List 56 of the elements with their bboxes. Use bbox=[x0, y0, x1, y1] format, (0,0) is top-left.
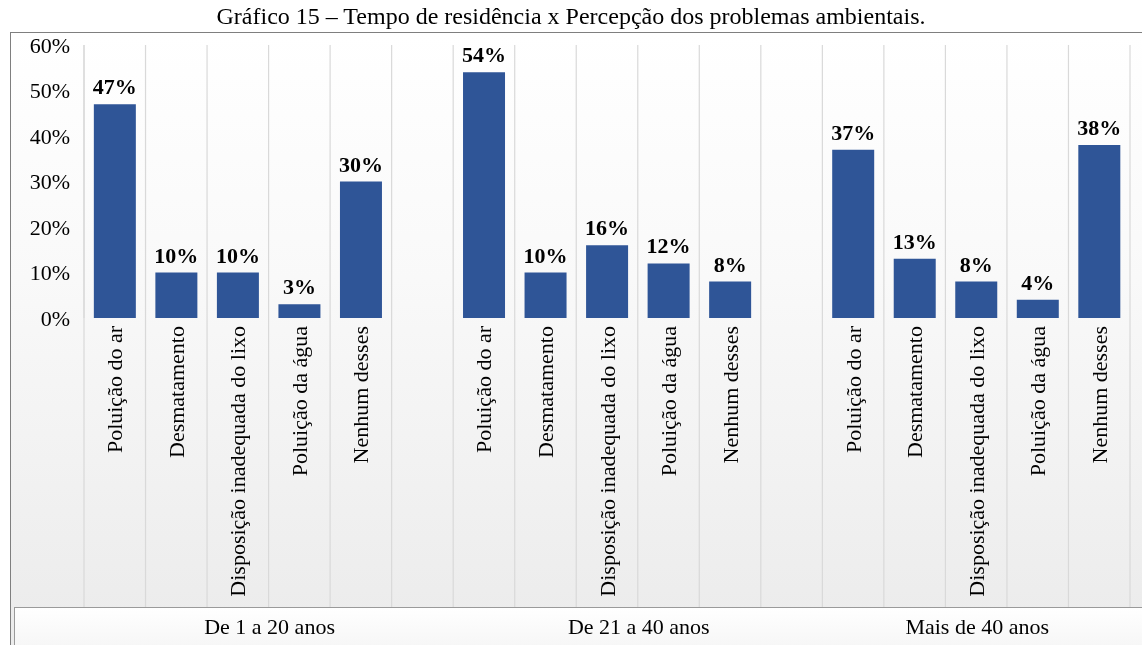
y-tick-label: 20% bbox=[29, 214, 70, 240]
data-label: 10% bbox=[154, 242, 199, 268]
y-tick-label: 0% bbox=[40, 305, 70, 331]
x-tick-label: Disposição inadequada do lixo bbox=[225, 326, 251, 597]
bar bbox=[93, 104, 136, 318]
bar bbox=[463, 72, 506, 318]
bar bbox=[339, 181, 382, 318]
bar bbox=[216, 272, 259, 318]
chart-title: Gráfico 15 – Tempo de residência x Percepção dos problemas ambientais. bbox=[215, 2, 927, 30]
y-tick-label: 50% bbox=[29, 78, 70, 104]
data-label: 4% bbox=[1021, 269, 1055, 295]
data-label: 13% bbox=[892, 228, 937, 254]
x-tick-label: Nenhum desses bbox=[1086, 326, 1112, 464]
x-tick-label: Poluição da água bbox=[286, 325, 312, 477]
bar bbox=[893, 258, 936, 318]
data-label: 12% bbox=[646, 233, 691, 259]
bar bbox=[155, 272, 198, 318]
bar bbox=[647, 263, 690, 318]
y-tick-label: 60% bbox=[29, 32, 70, 58]
text: De 21 a 40 anos bbox=[567, 614, 710, 640]
data-label: 3% bbox=[282, 274, 316, 300]
x-tick-label: Poluição do ar bbox=[840, 325, 866, 454]
bar bbox=[278, 304, 321, 318]
x-tick-label: Desmatamento bbox=[902, 326, 928, 458]
x-tick-label: Nenhum desses bbox=[348, 326, 374, 464]
data-label: 37% bbox=[831, 119, 876, 145]
x-tick-label: Disposição inadequada do lixo bbox=[594, 326, 620, 597]
bar bbox=[586, 245, 629, 318]
data-label: 10% bbox=[215, 242, 260, 268]
bar bbox=[832, 149, 875, 318]
y-tick-label: 40% bbox=[29, 123, 70, 149]
data-label: 8% bbox=[713, 251, 747, 277]
text: Mais de 40 anos bbox=[905, 614, 1049, 640]
data-label: 30% bbox=[338, 151, 383, 177]
x-tick-label: Poluição da água bbox=[656, 325, 682, 477]
text: De 1 a 20 anos bbox=[204, 614, 335, 640]
x-tick-label: Poluição do ar bbox=[102, 325, 128, 454]
x-tick-label: Nenhum desses bbox=[717, 326, 743, 464]
data-label: 10% bbox=[523, 242, 568, 268]
data-label: 47% bbox=[92, 74, 137, 100]
x-tick-label: Desmatamento bbox=[532, 326, 558, 458]
x-tick-label: Poluição da água bbox=[1025, 325, 1051, 477]
bar bbox=[955, 281, 998, 318]
bar bbox=[524, 272, 567, 318]
x-tick-label: Poluição do ar bbox=[471, 325, 497, 454]
x-tick-label: Desmatamento bbox=[163, 326, 189, 458]
bar bbox=[709, 281, 752, 318]
data-label: 54% bbox=[462, 42, 507, 68]
x-tick-label: Disposição inadequada do lixo bbox=[963, 326, 989, 597]
bar bbox=[1016, 299, 1059, 318]
y-tick-label: 30% bbox=[29, 169, 70, 195]
y-tick-label: 10% bbox=[29, 260, 70, 286]
data-label: 8% bbox=[959, 251, 993, 277]
data-label: 38% bbox=[1077, 115, 1122, 141]
bar bbox=[1078, 145, 1121, 318]
data-label: 16% bbox=[585, 215, 630, 241]
